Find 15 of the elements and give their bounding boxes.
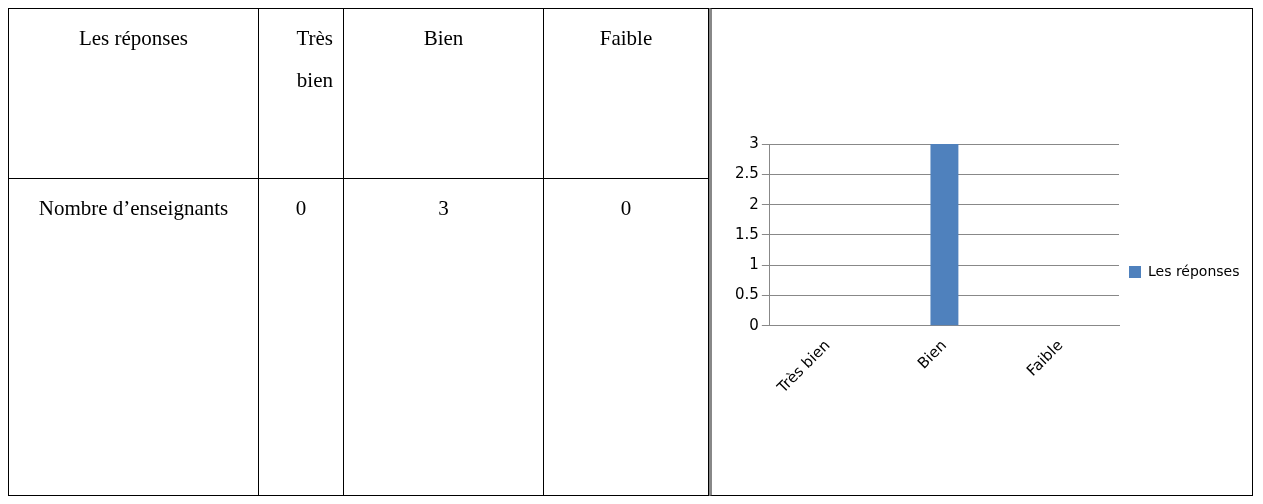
text: Nombre d’enseignants: [8, 178, 259, 496]
y-tick-label: 3: [749, 133, 759, 152]
category-label: Bien: [423, 26, 464, 50]
category-label: Faible: [599, 26, 653, 50]
legend-label: Les réponses: [1148, 262, 1240, 279]
text: 3: [343, 178, 544, 496]
y-tick-label: 0.5: [735, 285, 759, 304]
y-tick-label: 1: [749, 255, 759, 274]
y-tick-label: 1.5: [735, 224, 759, 243]
y-tick-label: 2.5: [735, 164, 759, 183]
text: Les réponses: [78, 26, 189, 50]
text: 0: [258, 178, 344, 496]
y-tick-label: 2: [749, 194, 759, 213]
y-tick-label: 0: [749, 315, 759, 334]
category-label: Très bien: [296, 26, 333, 92]
